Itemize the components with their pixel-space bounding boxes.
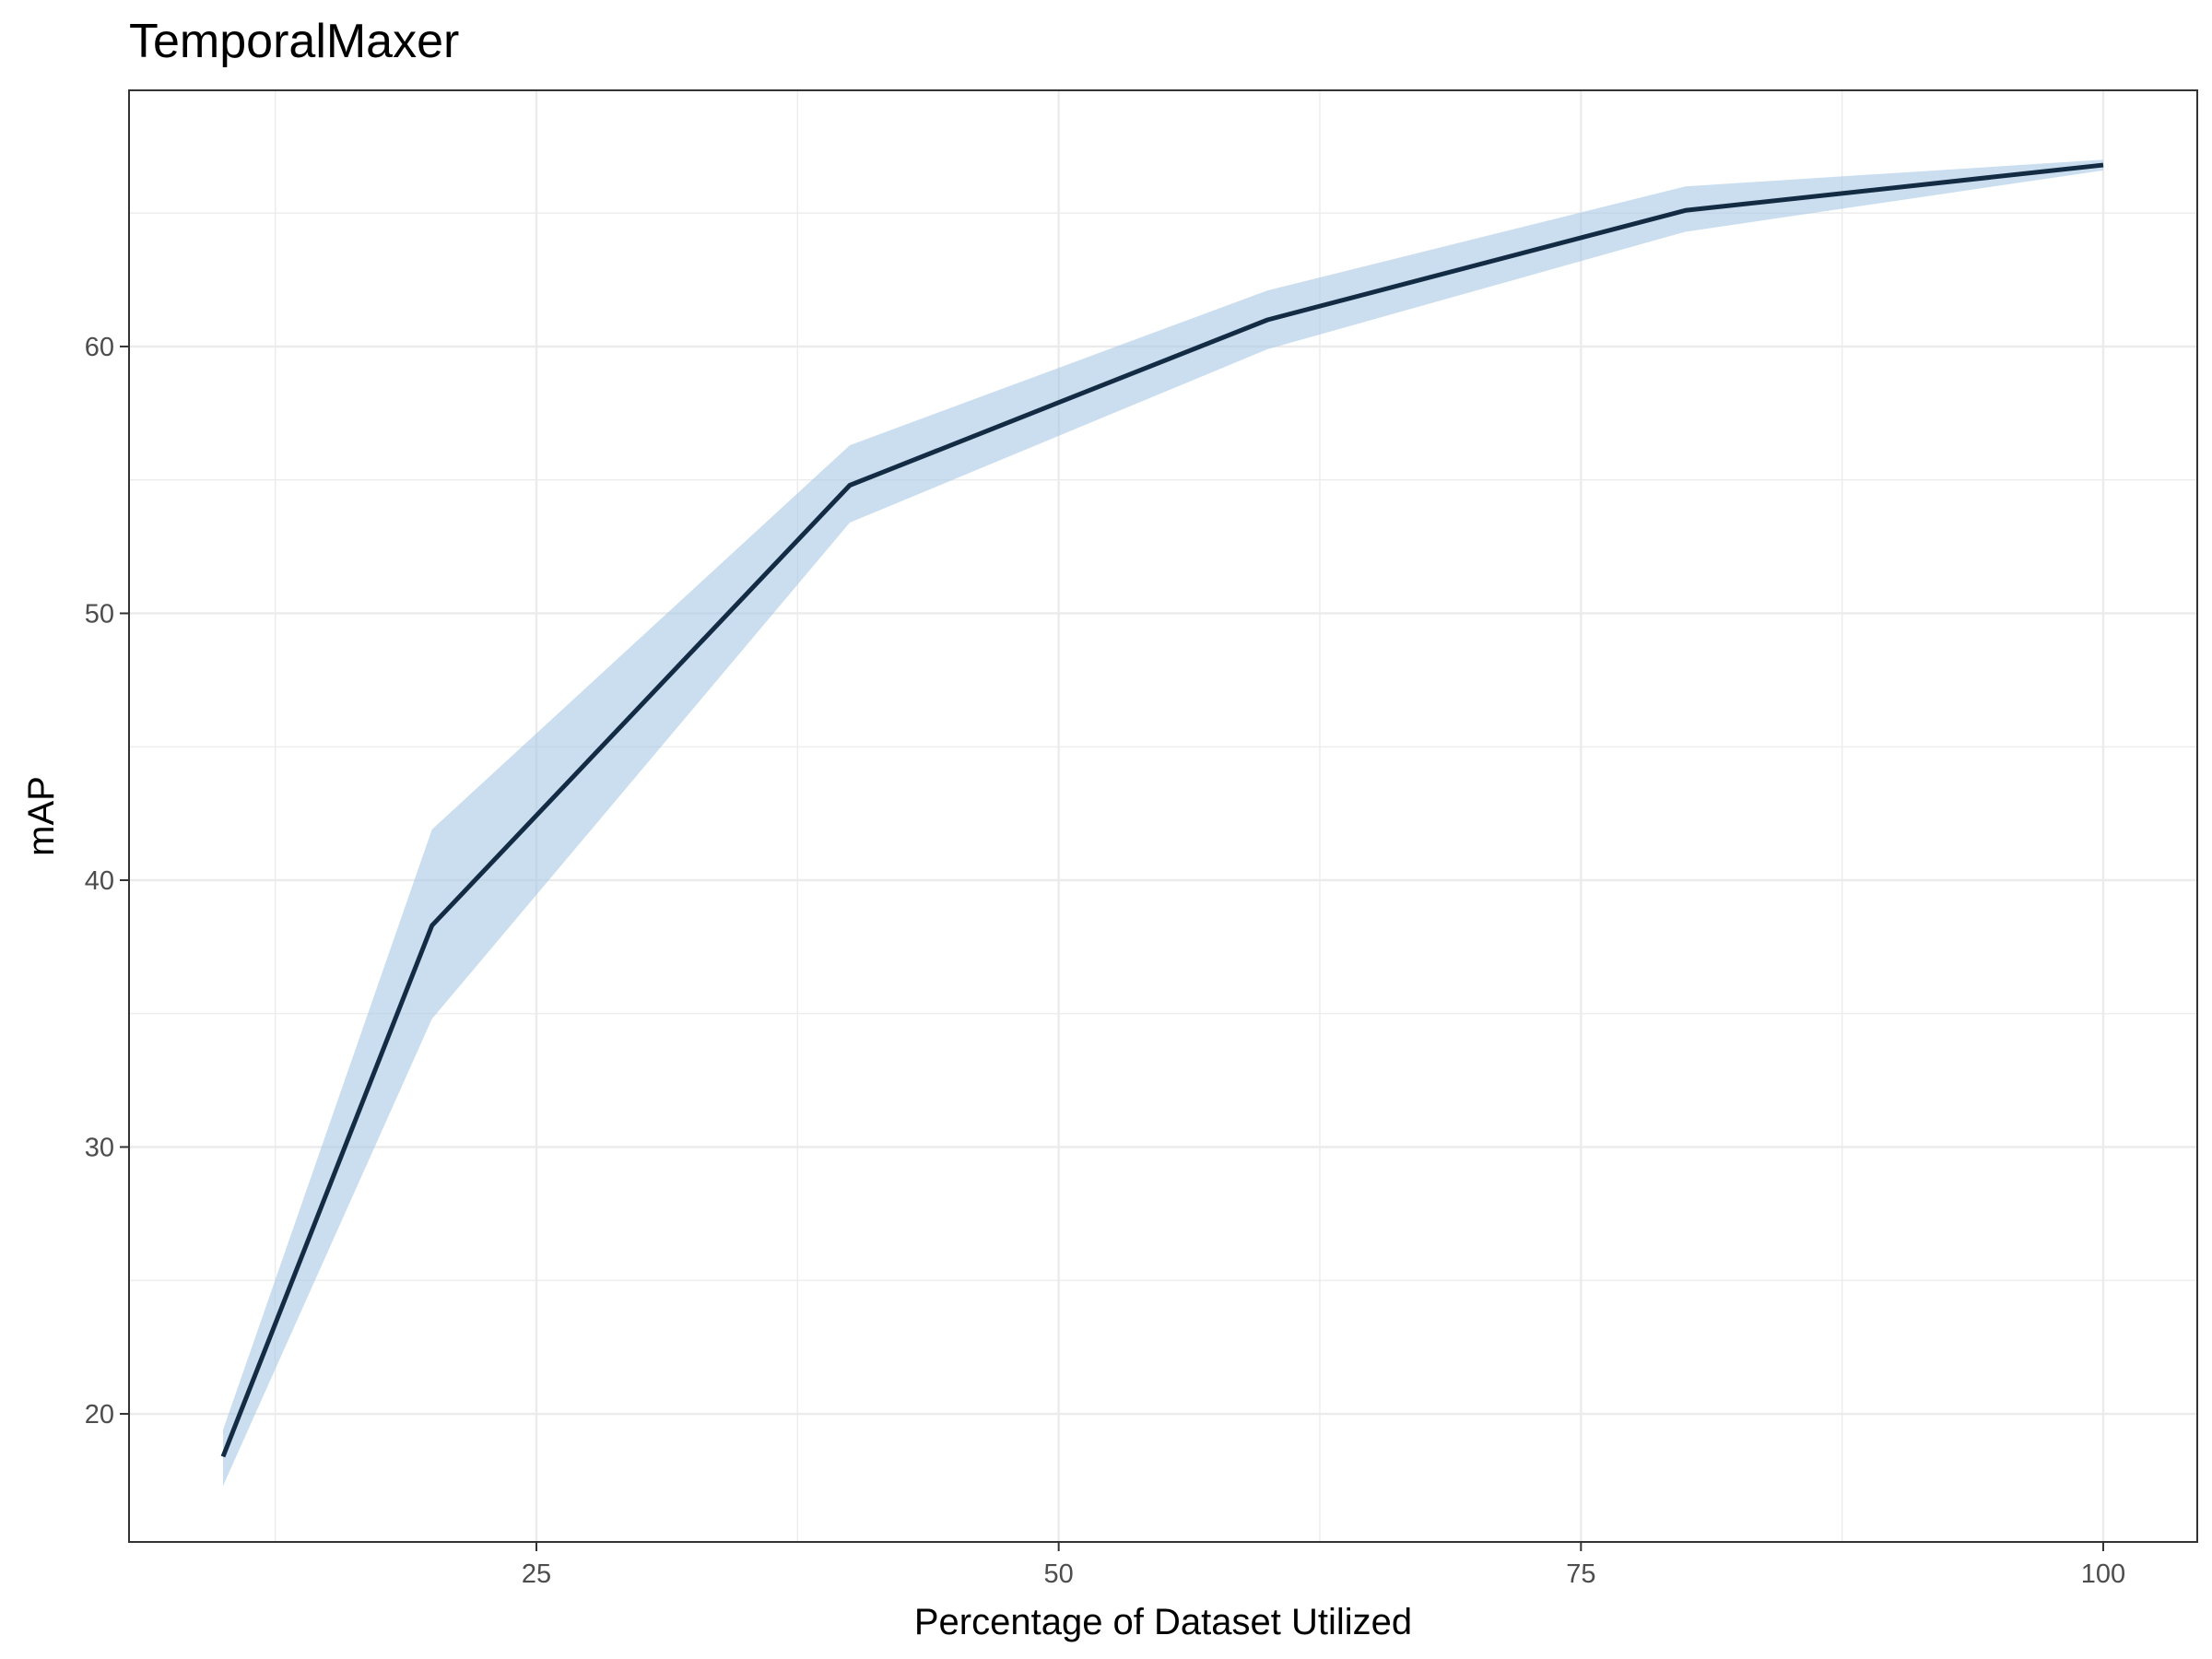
series-line-0	[220, 162, 2104, 1458]
panel-border	[128, 89, 2198, 1543]
x-tick-label-2: 75	[1566, 1559, 1595, 1589]
confidence-band-0	[223, 159, 2103, 1487]
x-axis-title: Percentage of Dataset Utilized	[914, 1602, 1412, 1642]
x-axis: 25 50 75 100	[522, 1542, 2125, 1589]
y-axis-title: mAP	[21, 776, 62, 856]
grid-major	[129, 90, 2197, 1542]
series-lines	[220, 162, 2104, 1458]
y-tick-label-1: 30	[85, 1134, 114, 1163]
y-tick-label-0: 20	[85, 1400, 114, 1430]
x-tick-label-3: 100	[2081, 1559, 2125, 1589]
x-tick-label-0: 25	[522, 1559, 551, 1589]
confidence-bands	[223, 159, 2103, 1487]
x-tick-label-1: 50	[1044, 1559, 1074, 1589]
y-tick-label-2: 40	[85, 866, 114, 896]
y-axis: 20 30 40 50 60	[85, 333, 129, 1430]
grid-minor	[129, 90, 2197, 1542]
y-tick-label-4: 60	[85, 333, 114, 362]
chart-title: TemporalMaxer	[129, 15, 459, 68]
y-tick-label-3: 50	[85, 599, 114, 629]
